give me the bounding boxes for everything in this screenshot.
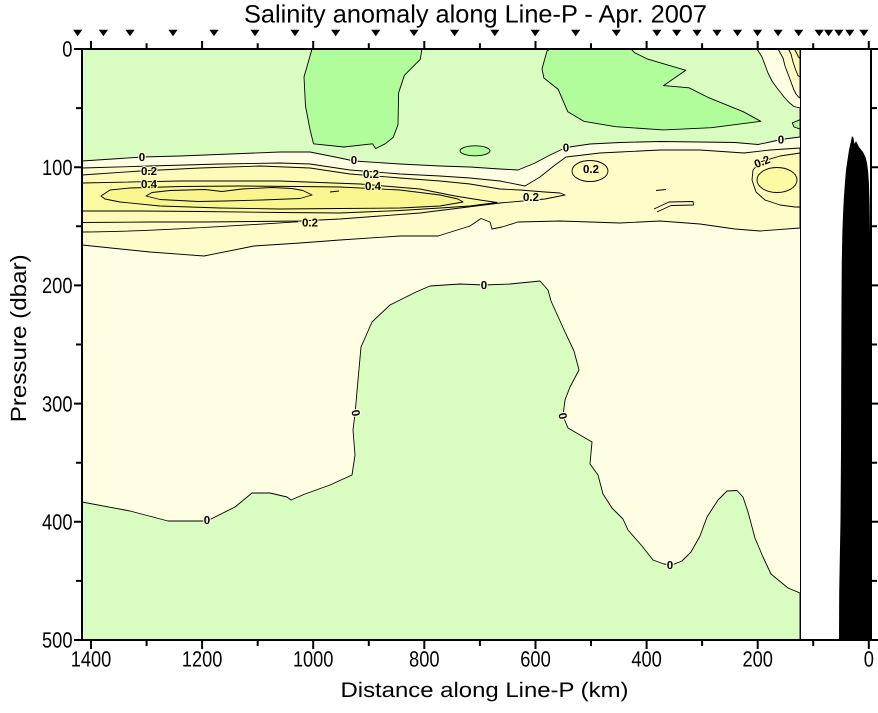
svg-text:0.4: 0.4 (365, 181, 382, 193)
svg-text:0.2: 0.2 (583, 164, 599, 176)
svg-text:Salinity anomaly along Line-P: Salinity anomaly along Line-P - Apr. 200… (244, 0, 707, 28)
svg-text:600: 600 (520, 647, 551, 672)
svg-text:0: 0 (563, 143, 569, 155)
svg-text:0.2: 0.2 (363, 169, 379, 181)
svg-text:0: 0 (351, 155, 357, 167)
svg-text:400: 400 (631, 647, 662, 672)
svg-text:0.2: 0.2 (302, 218, 318, 230)
svg-text:0: 0 (864, 647, 874, 672)
svg-text:0: 0 (139, 152, 145, 164)
svg-text:400: 400 (42, 510, 73, 535)
svg-text:800: 800 (409, 647, 440, 672)
svg-text:0: 0 (778, 135, 784, 147)
svg-text:0: 0 (667, 560, 673, 572)
svg-text:0.4: 0.4 (141, 179, 158, 191)
svg-text:1000: 1000 (293, 647, 334, 672)
svg-text:200: 200 (42, 273, 73, 298)
svg-text:300: 300 (42, 391, 73, 416)
svg-text:1200: 1200 (182, 647, 223, 672)
svg-text:200: 200 (742, 647, 773, 672)
svg-text:0: 0 (481, 280, 487, 292)
svg-text:0: 0 (555, 412, 568, 420)
svg-text:0.2: 0.2 (141, 166, 157, 178)
svg-text:0: 0 (62, 37, 72, 62)
svg-text:0.2: 0.2 (523, 192, 539, 204)
svg-text:100: 100 (42, 155, 73, 180)
svg-text:0: 0 (204, 515, 210, 527)
svg-text:Distance along Line-P (km): Distance along Line-P (km) (341, 679, 629, 702)
svg-text:0: 0 (348, 409, 361, 417)
svg-text:Pressure (dbar): Pressure (dbar) (6, 254, 31, 422)
svg-text:1400: 1400 (71, 647, 112, 672)
svg-text:500: 500 (42, 628, 73, 653)
